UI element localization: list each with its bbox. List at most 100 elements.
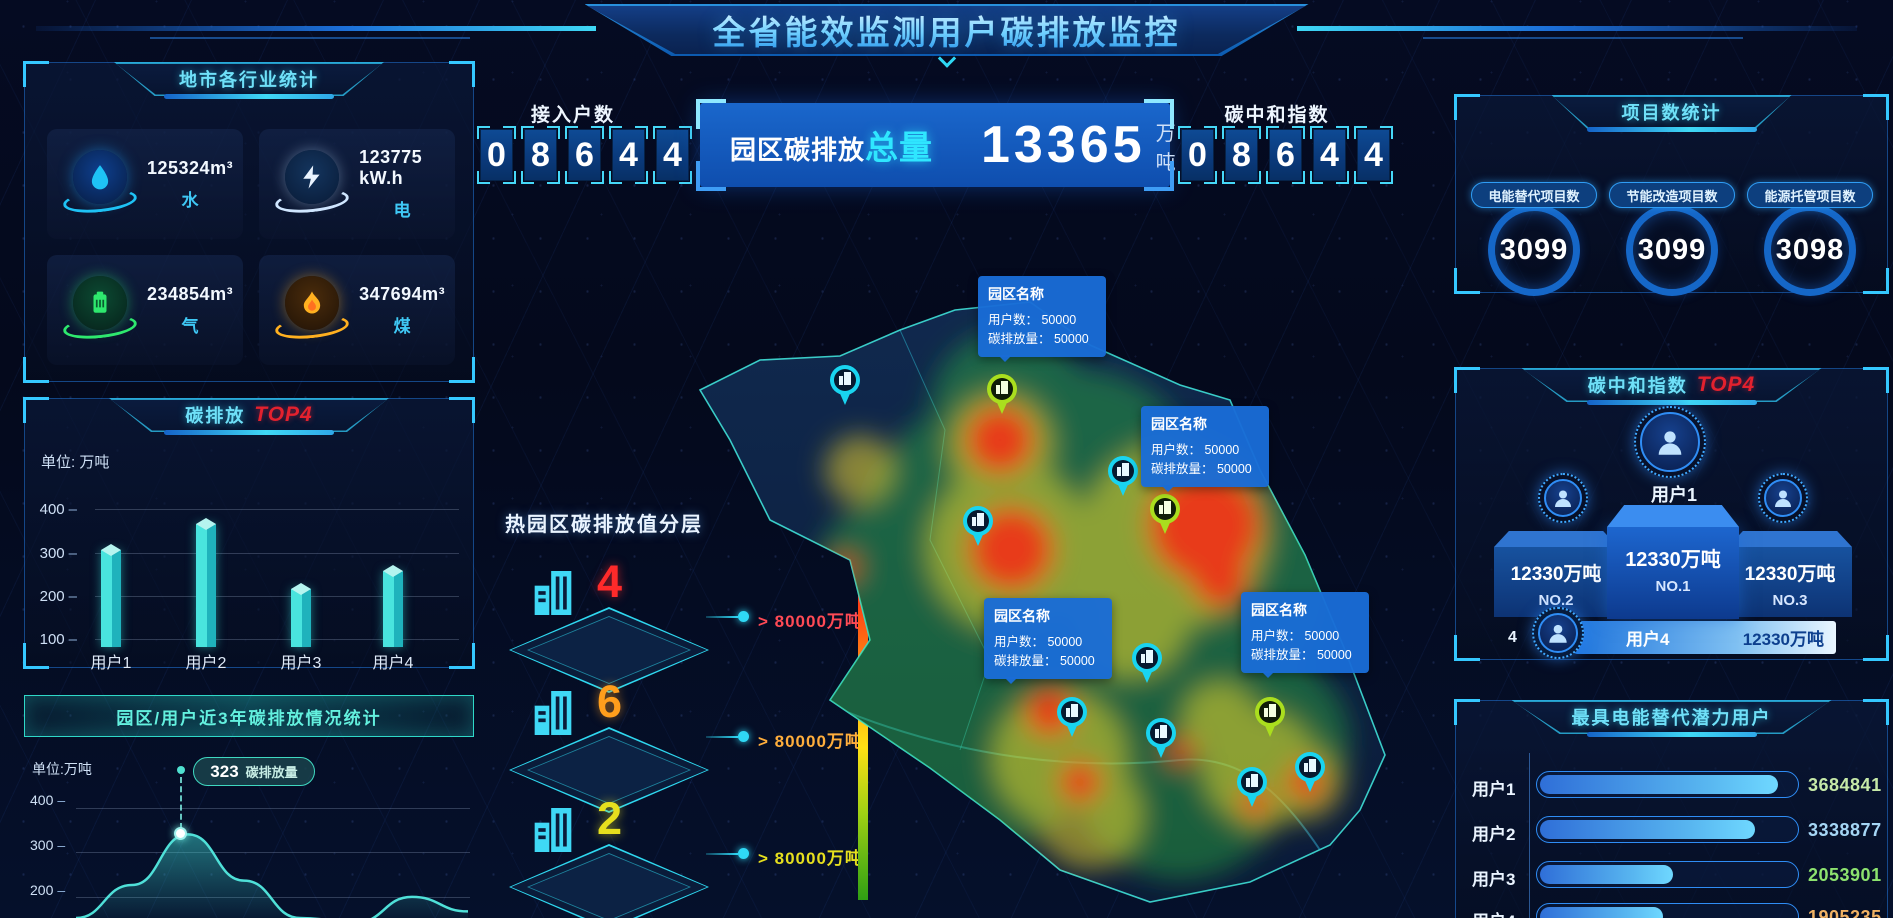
projects-panel-title: 项目数统计: [1621, 103, 1722, 123]
header-decor-line-left: [36, 26, 596, 31]
total-label: 园区碳排放: [730, 135, 866, 165]
x-category: 用户4: [372, 655, 414, 672]
tooltip-dot: [177, 766, 185, 774]
project-ring: 3098: [1764, 204, 1856, 296]
legend-dot: [738, 731, 749, 742]
emission-top4-panel: 碳排放 TOP4 单位: 万吨 400– 300– 200– 100– 用户1 …: [23, 397, 475, 672]
project-count: 3099: [1637, 233, 1707, 266]
map-pins: [830, 365, 1325, 807]
y-tick: 300–: [39, 545, 77, 562]
neutral-top4-panel: 碳中和指数 TOP4 用户1 用户3 用户2 12330万吨 NO.2 1233…: [1454, 367, 1889, 661]
industry-cards: 125324m³ 水 123775 kW.h 电: [47, 129, 456, 365]
park-tooltip: 园区名称 用户数： 50000 碳排放量： 50000: [1141, 406, 1269, 491]
header: 全省能效监测用户碳排放监控: [587, 6, 1306, 54]
top4-badge: TOP4: [1696, 373, 1756, 396]
axis-line: [1529, 753, 1530, 918]
flame-icon: [285, 276, 340, 330]
podium-user1: 用户1: [1650, 485, 1697, 505]
podium-rank: NO.3: [1772, 592, 1808, 609]
podium-value: 12330万吨: [1744, 564, 1836, 585]
access-count-label: 接入户数: [530, 105, 615, 126]
park-emission: 碳排放量： 50000: [988, 331, 1089, 346]
potential-bar-fill: [1540, 907, 1663, 918]
park-users: 用户数： 50000: [988, 313, 1077, 327]
park-pin-icon[interactable]: [830, 365, 860, 405]
emission-top4-title-tab: 碳排放 TOP4: [109, 398, 389, 432]
park-pin-icon[interactable]: [963, 506, 993, 546]
park-users: 用户数： 50000: [1251, 629, 1340, 643]
total-emission-box: 园区碳排放 总量 13365 万吨: [696, 99, 1176, 191]
project-ring: 3099: [1488, 204, 1580, 296]
park-name: 园区名称: [1251, 602, 1307, 618]
project-badge: 节能改造项目数: [1609, 182, 1735, 208]
potential-user-label: 用户2: [1472, 825, 1516, 844]
digit: 0: [480, 129, 513, 181]
park-pin-icon[interactable]: [1132, 643, 1162, 683]
park-users: 用户数： 50000: [1151, 443, 1240, 457]
potential-bar-track: [1536, 903, 1799, 918]
y-tick: 400–: [39, 501, 77, 518]
project-count: 3099: [1499, 233, 1569, 266]
y-tick: 100–: [39, 631, 77, 648]
project-badge: 电能替代项目数: [1471, 182, 1597, 208]
gridline: [95, 596, 459, 597]
podium-value: 12330万吨: [1625, 549, 1721, 571]
y-axis-unit: 单位:万吨: [32, 761, 92, 777]
water-label: 水: [181, 190, 199, 210]
header-decor-line2-left: [150, 37, 470, 39]
podium-rank: NO.1: [1655, 578, 1691, 595]
park-pin-icon[interactable]: [1237, 767, 1267, 807]
digit: 4: [1313, 129, 1346, 181]
heat-gradient-scale: [858, 568, 868, 900]
x-category: 用户1: [90, 655, 132, 672]
park-pin-icon[interactable]: [1295, 752, 1325, 792]
park-tooltip: 园区名称 用户数： 50000 碳排放量： 50000: [978, 276, 1106, 361]
podium-rank: NO.2: [1538, 592, 1574, 609]
bar-user4: [383, 571, 403, 647]
rank4-user: 用户4: [1626, 630, 1670, 649]
rank4-bar: 用户4 12330万吨: [1574, 621, 1836, 654]
electricity-value: 123775 kW.h: [359, 147, 423, 188]
y-tick: 200–: [39, 588, 77, 605]
park-pin-icon[interactable]: [1108, 456, 1138, 496]
lightning-icon: [285, 150, 340, 204]
avatar-rank2: [1538, 473, 1588, 523]
gridline: [76, 808, 470, 809]
rank4-index: 4: [1508, 629, 1517, 646]
total-label-highlight: 总量: [865, 129, 934, 166]
park-pin-icon[interactable]: [1057, 697, 1087, 737]
water-drop-icon: [73, 150, 127, 204]
project-ring: 3099: [1626, 204, 1718, 296]
potential-user-label: 用户3: [1472, 870, 1516, 889]
park-pin-icon[interactable]: [1255, 697, 1285, 737]
bar-user1: [101, 550, 121, 647]
legend-line: [706, 616, 738, 618]
park-tooltip: 园区名称 用户数： 50000 碳排放量： 50000: [1241, 592, 1369, 677]
digit: 8: [524, 129, 557, 181]
park-pin-icon[interactable]: [1150, 494, 1180, 534]
history-stats-button[interactable]: 园区/用户近3年碳排放情况统计: [24, 695, 474, 737]
building-icon: [534, 808, 572, 852]
project-stat-substitution: 电能替代项目数 3099: [1468, 182, 1600, 296]
potential-bar-track: [1536, 816, 1799, 843]
potential-bar-fill: [1540, 820, 1756, 839]
total-value: 13365: [981, 116, 1146, 174]
park-pin-icon[interactable]: [1146, 718, 1176, 758]
stat-card-coal: 347694m³ 煤: [259, 255, 456, 365]
gridline: [95, 639, 459, 640]
gridline: [95, 509, 459, 510]
park-pin-icon[interactable]: [987, 374, 1017, 414]
park-emission: 碳排放量： 50000: [1251, 647, 1352, 662]
potential-bar-fill: [1540, 775, 1778, 794]
digit: 4: [612, 129, 645, 181]
legend-dot: [738, 848, 749, 859]
heatmap-layer: [810, 330, 1350, 880]
project-badge: 能源托管项目数: [1747, 182, 1873, 208]
water-value: 125324m³: [147, 157, 234, 178]
layer-threshold: > 80000万吨: [758, 732, 863, 751]
podium-value: 12330万吨: [1510, 564, 1602, 585]
layer-item-3: 2: [505, 796, 715, 918]
neutral-index-label: 碳中和指数: [1224, 105, 1330, 126]
coal-value: 347694m³: [359, 283, 446, 304]
